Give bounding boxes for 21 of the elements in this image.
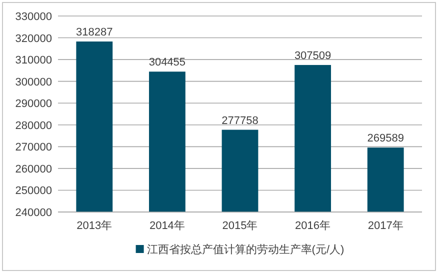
x-tick-label: 2013年 [76, 220, 112, 232]
y-tick-label: 240000 [15, 207, 52, 219]
y-tick-label: 300000 [15, 76, 52, 88]
y-tick-label: 260000 [15, 163, 52, 176]
data-label: 269589 [367, 132, 404, 145]
y-tick-label: 290000 [15, 98, 52, 110]
data-label: 304455 [148, 56, 186, 69]
x-tick-label: 2015年 [222, 220, 258, 232]
y-tick-label: 280000 [15, 120, 52, 132]
y-tick-label: 320000 [15, 32, 52, 45]
data-label: 307509 [294, 50, 332, 62]
legend-label: 江西省按总产值计算的劳动生产率(元/人) [146, 243, 344, 256]
y-tick-label: 330000 [15, 11, 52, 23]
data-label: 318287 [76, 26, 113, 39]
x-tick-label: 2016年 [295, 220, 331, 232]
x-tick-label: 2017年 [368, 220, 404, 232]
y-tick-label: 310000 [15, 54, 52, 67]
x-tick-label: 2014年 [149, 220, 185, 232]
y-tick-label: 250000 [15, 185, 52, 198]
y-tick-label: 270000 [15, 142, 52, 154]
data-label: 277758 [222, 114, 258, 127]
